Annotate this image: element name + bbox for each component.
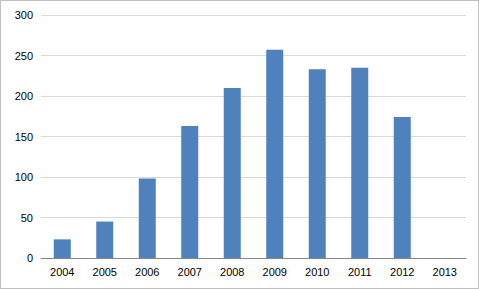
svg-text:2013: 2013 xyxy=(433,266,457,278)
svg-text:2010: 2010 xyxy=(305,266,329,278)
svg-text:0: 0 xyxy=(27,252,33,264)
svg-text:2012: 2012 xyxy=(390,266,414,278)
svg-text:150: 150 xyxy=(15,131,33,143)
svg-text:2004: 2004 xyxy=(50,266,74,278)
svg-text:100: 100 xyxy=(15,171,33,183)
svg-text:300: 300 xyxy=(15,9,33,21)
svg-text:2011: 2011 xyxy=(348,266,372,278)
svg-text:2009: 2009 xyxy=(263,266,287,278)
svg-text:250: 250 xyxy=(15,50,33,62)
svg-text:2005: 2005 xyxy=(93,266,117,278)
svg-text:200: 200 xyxy=(15,90,33,102)
svg-text:2008: 2008 xyxy=(220,266,244,278)
svg-text:2007: 2007 xyxy=(178,266,202,278)
svg-text:2006: 2006 xyxy=(135,266,159,278)
svg-text:50: 50 xyxy=(21,212,33,224)
